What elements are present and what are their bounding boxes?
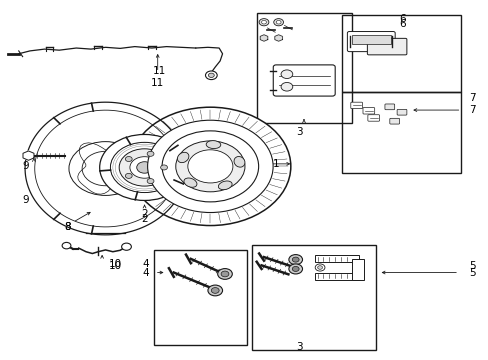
Circle shape xyxy=(69,141,142,195)
FancyBboxPatch shape xyxy=(362,108,374,114)
Text: 9: 9 xyxy=(22,195,29,205)
Bar xyxy=(351,259,363,280)
Circle shape xyxy=(100,134,189,201)
Circle shape xyxy=(175,141,244,192)
Circle shape xyxy=(187,150,232,183)
Ellipse shape xyxy=(218,181,232,190)
Text: 2: 2 xyxy=(141,209,147,219)
Bar xyxy=(154,250,246,345)
Bar xyxy=(251,244,375,350)
Circle shape xyxy=(147,151,154,156)
Circle shape xyxy=(281,82,292,91)
Circle shape xyxy=(125,157,132,162)
Circle shape xyxy=(207,285,222,296)
Text: 3: 3 xyxy=(295,342,302,352)
Circle shape xyxy=(62,242,71,249)
Bar xyxy=(315,255,358,262)
Ellipse shape xyxy=(206,141,220,149)
Circle shape xyxy=(288,255,302,265)
Text: 5: 5 xyxy=(468,267,474,278)
FancyBboxPatch shape xyxy=(346,32,394,51)
Text: 8: 8 xyxy=(64,222,71,231)
Polygon shape xyxy=(260,35,267,41)
Text: 10: 10 xyxy=(108,259,122,269)
Circle shape xyxy=(122,243,131,250)
Ellipse shape xyxy=(183,178,197,187)
Circle shape xyxy=(147,120,273,212)
Circle shape xyxy=(211,288,219,293)
Circle shape xyxy=(137,162,152,173)
FancyBboxPatch shape xyxy=(367,115,379,121)
Ellipse shape xyxy=(177,152,188,163)
Circle shape xyxy=(292,257,299,262)
Circle shape xyxy=(119,149,169,186)
FancyBboxPatch shape xyxy=(384,104,394,110)
Text: 11: 11 xyxy=(151,78,164,88)
Bar xyxy=(341,92,461,173)
Text: 11: 11 xyxy=(152,66,165,76)
Circle shape xyxy=(125,174,132,179)
Text: 4: 4 xyxy=(142,259,149,269)
Circle shape xyxy=(273,19,283,26)
Circle shape xyxy=(82,151,129,186)
Circle shape xyxy=(162,131,258,202)
Circle shape xyxy=(315,264,325,271)
Circle shape xyxy=(130,157,159,178)
Circle shape xyxy=(259,19,268,26)
Circle shape xyxy=(276,21,281,24)
FancyBboxPatch shape xyxy=(396,109,406,115)
Circle shape xyxy=(261,21,266,24)
FancyBboxPatch shape xyxy=(350,102,362,109)
Circle shape xyxy=(110,142,178,193)
Text: 4: 4 xyxy=(142,267,149,278)
Text: 6: 6 xyxy=(398,19,405,30)
Polygon shape xyxy=(274,35,282,41)
FancyBboxPatch shape xyxy=(273,65,334,96)
Circle shape xyxy=(221,271,228,277)
Bar xyxy=(351,35,390,44)
Text: 2: 2 xyxy=(141,215,147,224)
Text: 6: 6 xyxy=(398,14,405,24)
Text: 8: 8 xyxy=(64,222,71,231)
Text: 7: 7 xyxy=(468,93,475,103)
Text: 10: 10 xyxy=(108,261,122,271)
Text: 7: 7 xyxy=(468,105,474,115)
Circle shape xyxy=(281,70,292,78)
Bar xyxy=(315,273,358,280)
Bar xyxy=(256,13,351,123)
Bar xyxy=(341,15,461,92)
Circle shape xyxy=(288,264,302,274)
Circle shape xyxy=(317,266,322,269)
Circle shape xyxy=(147,179,154,184)
Text: 5: 5 xyxy=(468,261,475,271)
Text: 1: 1 xyxy=(271,159,277,169)
FancyBboxPatch shape xyxy=(389,118,399,124)
Circle shape xyxy=(205,71,217,80)
Circle shape xyxy=(292,266,299,271)
Text: 1: 1 xyxy=(272,159,279,169)
Circle shape xyxy=(130,107,290,226)
Circle shape xyxy=(208,73,214,77)
Circle shape xyxy=(217,269,232,279)
Circle shape xyxy=(160,165,167,170)
Ellipse shape xyxy=(234,157,244,167)
Text: 3: 3 xyxy=(295,127,302,137)
Text: 9: 9 xyxy=(22,161,29,171)
FancyBboxPatch shape xyxy=(366,39,406,55)
Polygon shape xyxy=(23,151,34,160)
